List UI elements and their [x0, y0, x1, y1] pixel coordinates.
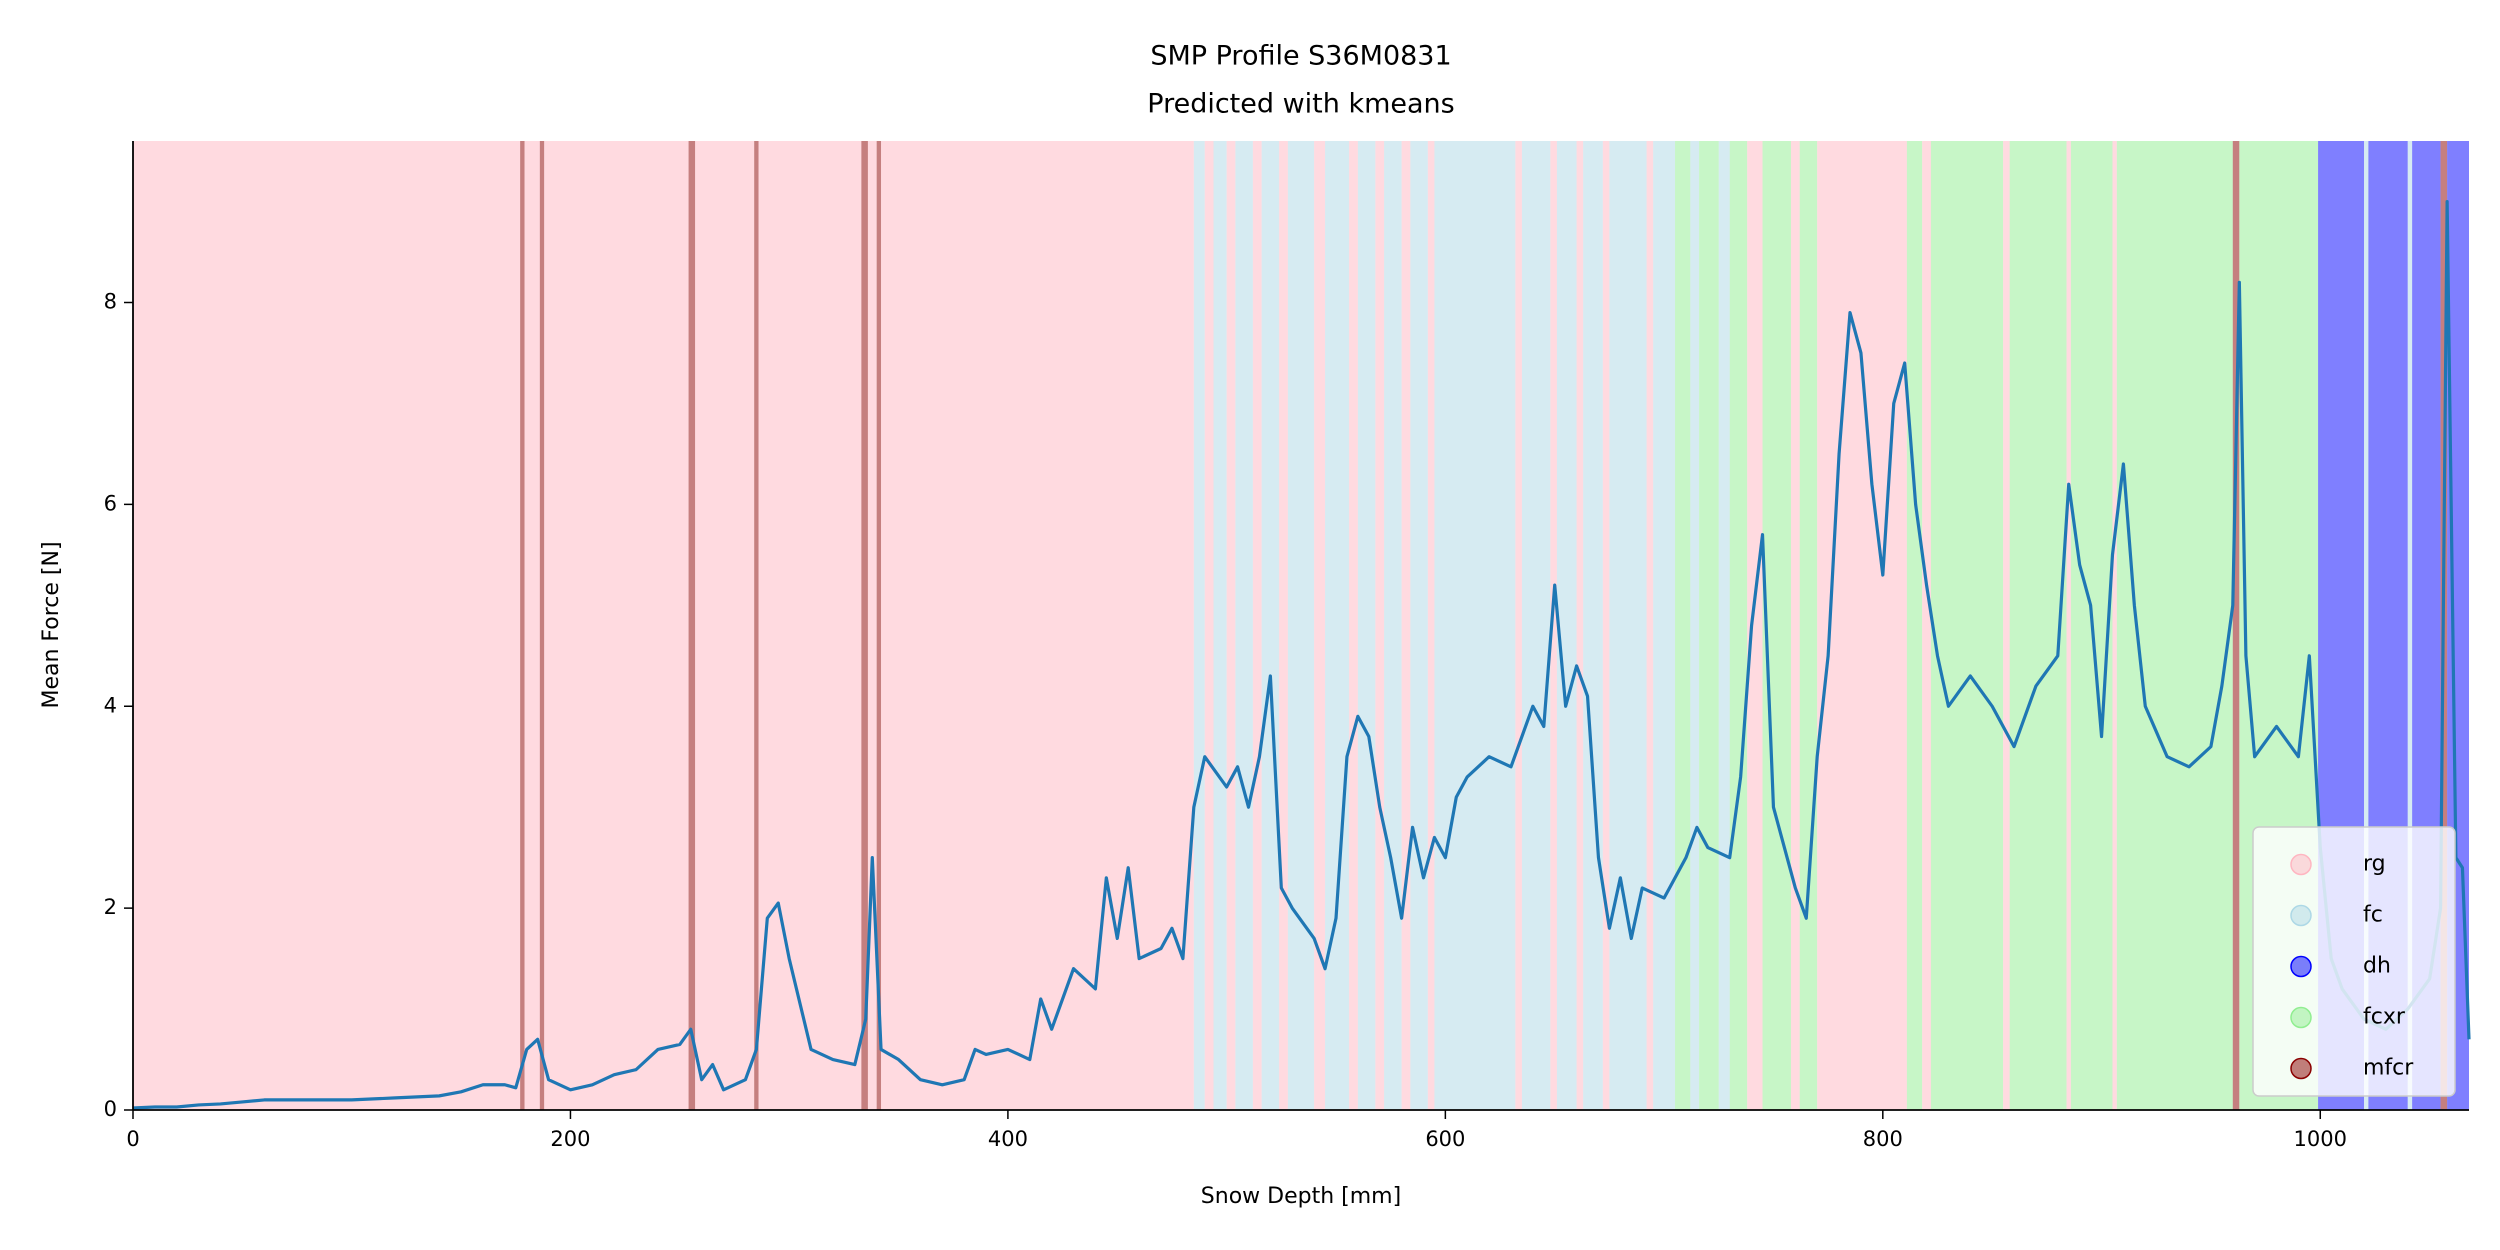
class-band [539, 141, 545, 1110]
legend-text: rg [2363, 852, 2386, 877]
class-band [1747, 141, 1763, 1110]
class-band [1357, 141, 1376, 1110]
class-band [1583, 141, 1603, 1110]
class-band [1609, 141, 1647, 1110]
class-band [1193, 141, 1205, 1110]
class-band [2116, 141, 2233, 1110]
legend-text: fcxr [2363, 1005, 2406, 1030]
class-band [1261, 141, 1280, 1110]
legend-text: fc [2363, 903, 2383, 928]
class-band [1213, 141, 1227, 1110]
class-band [2112, 141, 2117, 1110]
class-band [524, 141, 540, 1110]
y-tick-label: 6 [104, 491, 117, 515]
legend-marker [2290, 1006, 2312, 1029]
class-band [1729, 141, 1748, 1110]
y-tick-label: 0 [104, 1097, 117, 1121]
class-band [1410, 141, 1428, 1110]
x-axis-label: Snow Depth [mm] [1201, 1184, 1401, 1209]
class-band [867, 141, 877, 1110]
class-band [1314, 141, 1326, 1110]
class-band [1930, 141, 2004, 1110]
class-band [2066, 141, 2071, 1110]
class-band [1550, 141, 1557, 1110]
class-band [1349, 141, 1358, 1110]
class-band [876, 141, 882, 1110]
force-line [132, 199, 2471, 1110]
class-band [1434, 141, 1516, 1110]
class-band [1556, 141, 1577, 1110]
class-band [1204, 141, 1214, 1110]
class-band [2407, 141, 2413, 1110]
chart-subtitle: Predicted with kmeans [1147, 89, 1454, 120]
class-band [2009, 141, 2067, 1110]
legend-text: dh [2363, 954, 2391, 979]
x-tick-label: 400 [988, 1127, 1028, 1151]
class-band [2364, 141, 2369, 1110]
class-band [1287, 141, 1315, 1110]
class-band [1675, 141, 1691, 1110]
class-band [881, 141, 1194, 1110]
legend-marker [2290, 904, 2312, 927]
class-band [754, 141, 759, 1110]
legend-marker [2290, 1057, 2312, 1080]
class-band [1690, 141, 1700, 1110]
x-tick-label: 0 [126, 1127, 139, 1151]
class-band [1427, 141, 1435, 1110]
x-tick-label: 1000 [2294, 1127, 2347, 1151]
class-band [2232, 141, 2240, 1110]
chart-title: SMP Profile S36M0831 [1150, 41, 1451, 72]
class-band [695, 141, 755, 1110]
class-band [1718, 141, 1730, 1110]
class-band [133, 141, 521, 1110]
class-band [1922, 141, 1931, 1110]
class-band [1602, 141, 1610, 1110]
class-band [1653, 141, 1676, 1110]
class-band [520, 141, 525, 1110]
plot-area: 0 2 4 6 8 0 200 400 600 800 1000 [104, 141, 2471, 1151]
y-axis-label: Mean Force [N] [39, 541, 64, 708]
class-band [1252, 141, 1262, 1110]
y-tick-label: 2 [104, 895, 117, 919]
class-band [1235, 141, 1253, 1110]
class-band [1521, 141, 1551, 1110]
class-band [688, 141, 696, 1110]
class-band [1646, 141, 1654, 1110]
legend-box [2252, 826, 2456, 1097]
class-band [2003, 141, 2010, 1110]
class-band [1906, 141, 1923, 1110]
legend-marker [2290, 853, 2312, 876]
class-band [1576, 141, 1584, 1110]
class-band [1515, 141, 1522, 1110]
class-band [1401, 141, 1411, 1110]
class-band [544, 141, 689, 1110]
class-band [1375, 141, 1385, 1110]
legend-text: mfcr [2363, 1056, 2414, 1081]
legend-marker [2290, 955, 2312, 978]
y-tick-label: 4 [104, 693, 117, 717]
class-band [1790, 141, 1800, 1110]
class-band [1226, 141, 1236, 1110]
class-band [1279, 141, 1288, 1110]
x-tick-label: 200 [550, 1127, 590, 1151]
class-band [861, 141, 868, 1110]
class-band [758, 141, 862, 1110]
y-tick-label: 8 [104, 290, 117, 314]
class-band [1325, 141, 1350, 1110]
class-bands [133, 141, 2469, 1110]
legend: rg fc dh fcxr mfcr [2252, 826, 2456, 1097]
class-band [1799, 141, 1818, 1110]
class-band [1384, 141, 1402, 1110]
class-band [1817, 141, 1907, 1110]
x-tick-label: 600 [1425, 1127, 1465, 1151]
x-tick-label: 800 [1863, 1127, 1903, 1151]
class-band [1699, 141, 1719, 1110]
